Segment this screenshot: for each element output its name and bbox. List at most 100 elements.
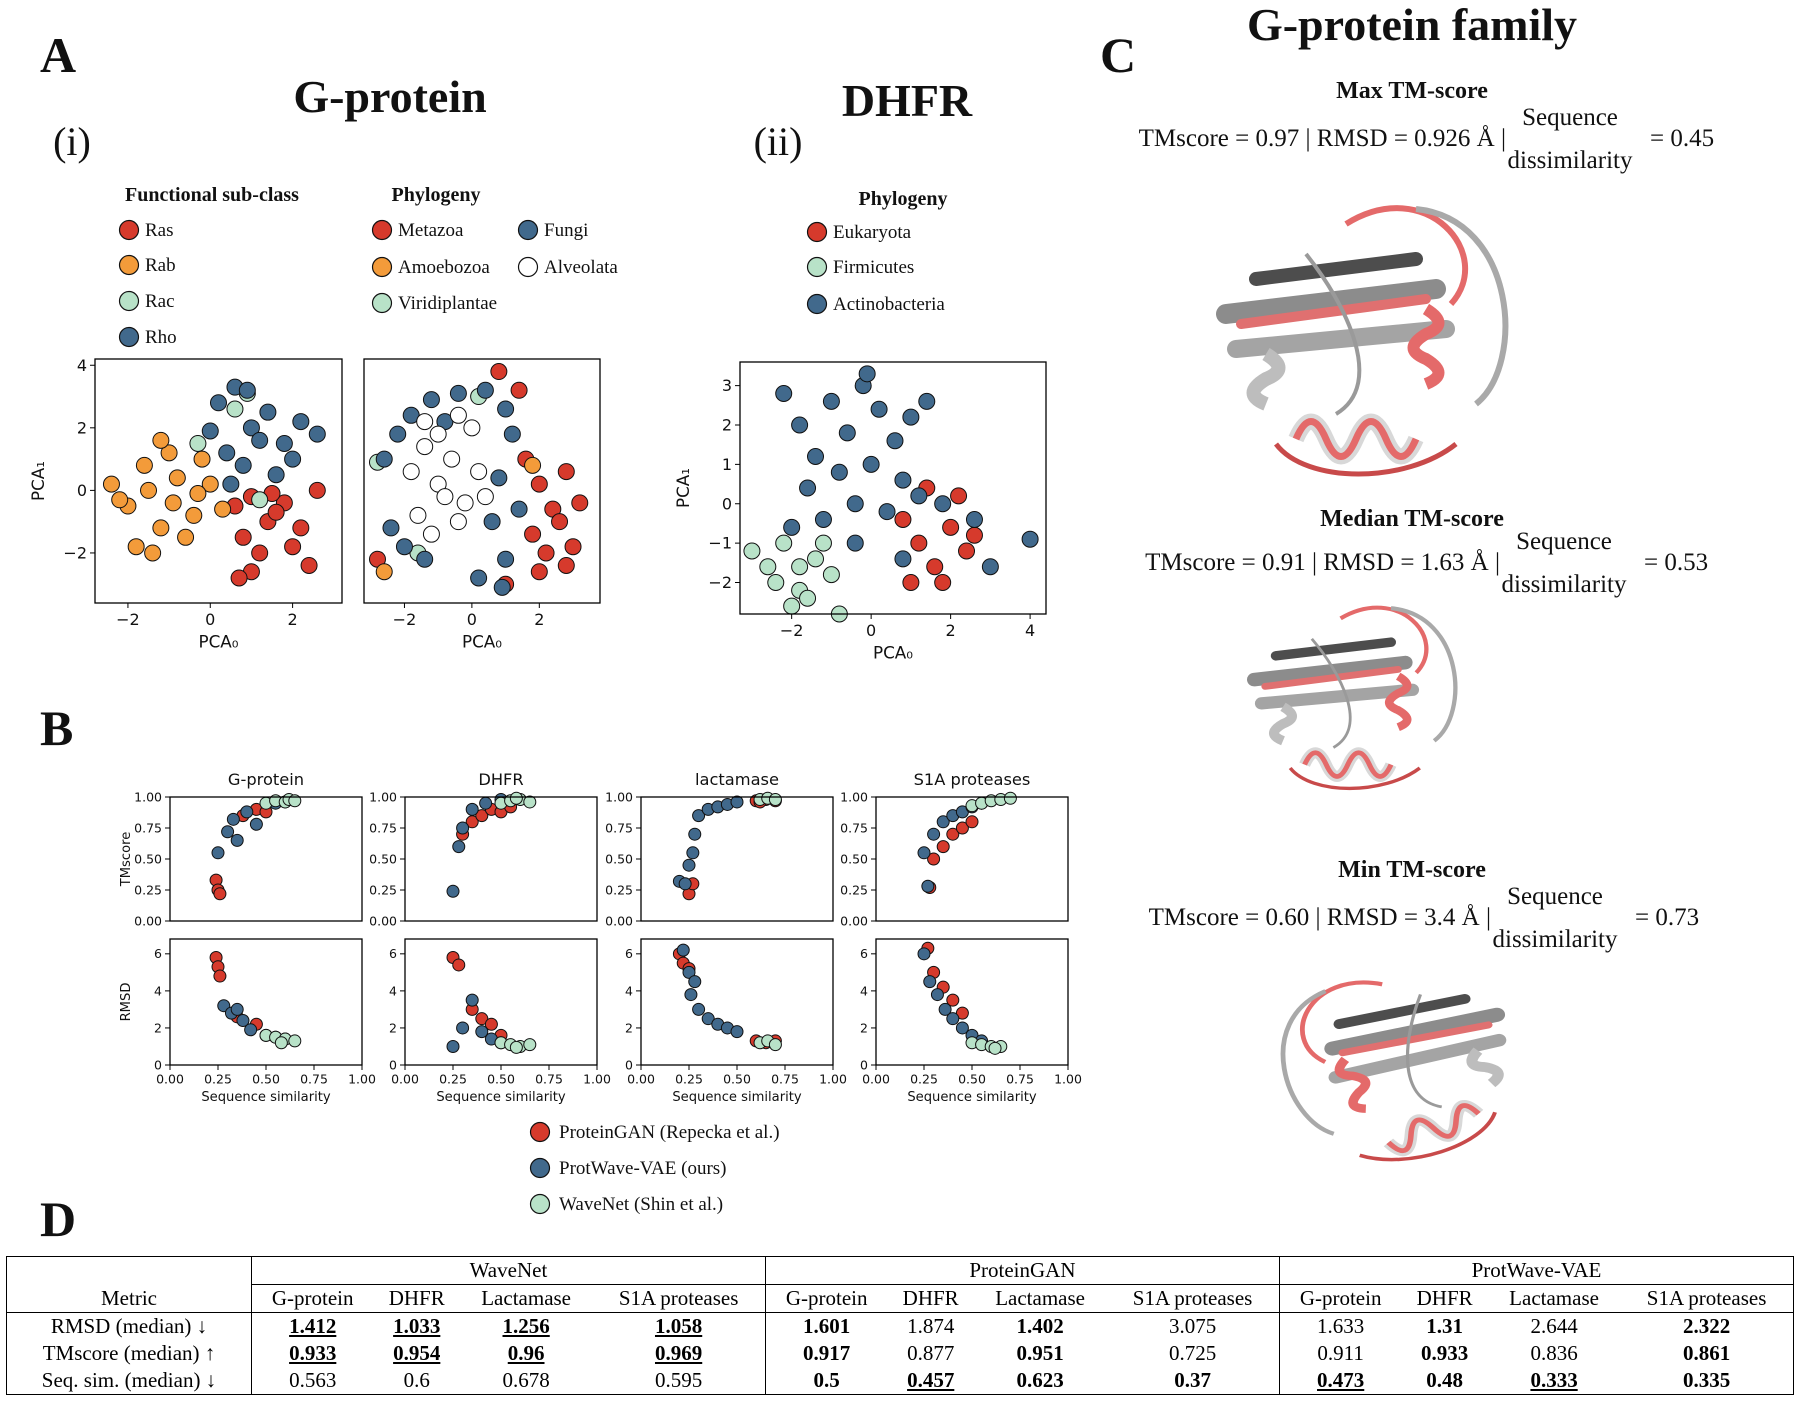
legend-swatch	[371, 256, 393, 278]
family-header: G-protein	[1278, 1284, 1402, 1313]
cell-value: 0.725	[1168, 1341, 1217, 1365]
legend-swatch	[118, 219, 140, 241]
panel-title: G-protein	[293, 71, 486, 122]
point	[483, 513, 501, 531]
point	[930, 988, 944, 1002]
point	[557, 556, 575, 574]
legend-title: Phylogeny	[859, 188, 948, 210]
y-tick-label: 2	[860, 1020, 868, 1035]
y-tick-label: 4	[389, 983, 397, 998]
point	[965, 526, 983, 544]
point	[767, 574, 785, 591]
x-tick-label: 2	[534, 610, 544, 629]
plot-frame	[739, 361, 1047, 615]
cell-value: 1.633	[1317, 1314, 1365, 1338]
point	[111, 491, 129, 509]
table-cell: 0.96	[460, 1340, 592, 1367]
cell-value: 1.412	[289, 1314, 337, 1338]
y-tick-label: 0.50	[369, 851, 397, 866]
point	[463, 419, 481, 437]
x-tick-label: 0.00	[862, 1072, 890, 1087]
x-tick-label: 0.50	[958, 1072, 986, 1087]
point	[168, 469, 186, 487]
metric-name: TMscore (median) ↑	[42, 1341, 216, 1365]
y-tick-label: −2	[708, 573, 732, 592]
cell-value: 0.6	[403, 1368, 430, 1392]
table-cell: 0.933	[1401, 1340, 1488, 1367]
y-tick-label: 6	[154, 946, 162, 961]
family-header: G-protein	[764, 1284, 888, 1313]
point	[267, 466, 285, 484]
point	[509, 791, 523, 805]
point	[846, 534, 864, 552]
point	[218, 444, 236, 462]
legend-label: Firmicutes	[833, 257, 914, 278]
point	[465, 802, 479, 816]
legend-title: Functional sub-class	[125, 184, 299, 206]
scatter-points	[102, 378, 326, 587]
table-cell: 0.861	[1620, 1340, 1793, 1367]
table-cell: 0.473	[1278, 1367, 1402, 1395]
cell-value: 0.563	[289, 1368, 337, 1392]
x-axis-label: PCA₀	[873, 642, 913, 662]
point	[783, 518, 801, 536]
point	[894, 511, 912, 528]
point	[475, 1025, 489, 1039]
y-tick-label: 0	[154, 1057, 162, 1072]
y-tick-label: 6	[389, 946, 397, 961]
point	[476, 488, 494, 506]
point	[127, 538, 145, 556]
point	[251, 431, 269, 449]
point	[230, 1002, 244, 1016]
cell-value: 0.933	[289, 1341, 337, 1365]
point	[918, 392, 936, 410]
point	[988, 1041, 1002, 1055]
chart-title: DHFR	[478, 770, 523, 789]
point	[213, 969, 227, 983]
cell-value: 0.96	[507, 1341, 545, 1365]
cell-value: 0.911	[1317, 1341, 1364, 1365]
cell-value: 2.644	[1530, 1314, 1578, 1338]
scatter-points	[672, 791, 782, 901]
point	[160, 444, 178, 462]
point	[934, 495, 952, 513]
point	[382, 519, 400, 537]
plot-frame	[94, 358, 343, 604]
family-header: Lactamase	[460, 1284, 593, 1313]
table-cell: 0.333	[1488, 1367, 1620, 1395]
y-axis-label: TMscore	[119, 832, 134, 888]
point	[308, 481, 326, 499]
cell-value: 1.256	[502, 1314, 550, 1338]
y-tick-label: 0.00	[605, 913, 633, 928]
structure-seq-value: = 0.53	[1644, 549, 1708, 576]
point	[730, 795, 744, 809]
y-tick-label: 1.00	[134, 789, 162, 804]
y-tick-label: 0.25	[605, 882, 633, 897]
x-tick-label: 0.75	[771, 1072, 799, 1087]
metric-header: Metric	[6, 1284, 252, 1313]
panel-label: A	[40, 27, 76, 83]
group-header: ProteinGAN	[764, 1256, 1280, 1285]
point	[251, 491, 269, 509]
legend-label: ProtWave-VAE (ours)	[559, 1158, 727, 1179]
point	[530, 563, 548, 581]
x-tick-label: 0.75	[1006, 1072, 1034, 1087]
point	[938, 1002, 952, 1016]
point	[524, 525, 542, 543]
point	[242, 419, 260, 437]
x-tick-label: 0.25	[675, 1072, 703, 1087]
structure-seq-value: = 0.73	[1635, 904, 1699, 931]
point	[682, 858, 696, 872]
x-tick-label: −2	[393, 610, 417, 629]
table-cell: 0.37	[1106, 1367, 1279, 1395]
point	[267, 503, 285, 521]
point	[838, 424, 856, 442]
legend-title: Phylogeny	[392, 184, 481, 206]
point	[807, 550, 825, 568]
point	[249, 817, 263, 831]
point	[429, 425, 447, 443]
cell-value: 0.37	[1174, 1368, 1211, 1392]
point	[530, 475, 548, 493]
x-axis-label: Sequence similarity	[907, 1090, 1037, 1105]
x-axis-label: Sequence similarity	[436, 1090, 566, 1105]
